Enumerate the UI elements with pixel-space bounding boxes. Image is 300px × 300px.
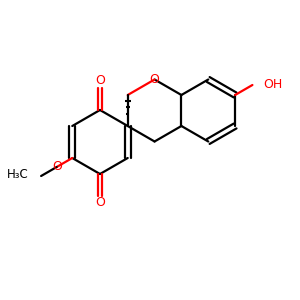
Text: O: O <box>52 160 62 173</box>
Text: O: O <box>150 73 160 86</box>
Text: O: O <box>95 74 105 88</box>
Text: OH: OH <box>263 79 283 92</box>
Text: H₃C: H₃C <box>8 167 29 181</box>
Text: O: O <box>95 196 105 209</box>
